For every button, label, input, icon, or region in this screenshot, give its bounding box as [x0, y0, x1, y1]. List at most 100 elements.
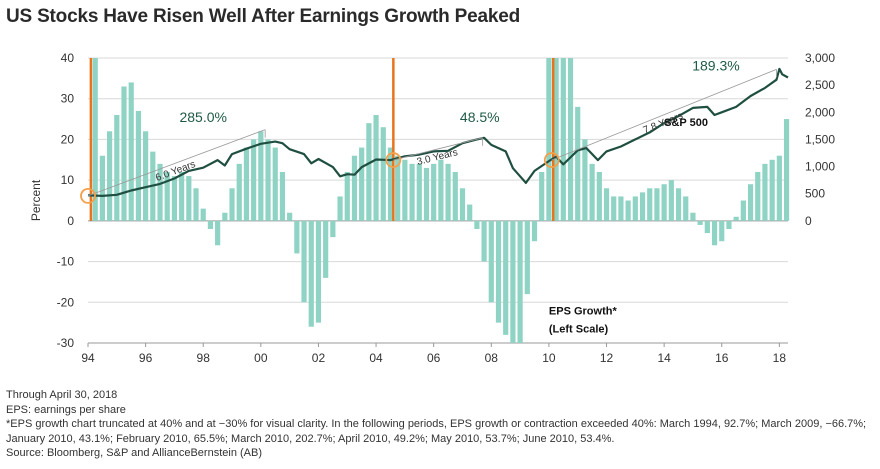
left-tick-label: 20 [61, 132, 75, 146]
eps-growth-bar [107, 131, 113, 221]
eps-growth-bar [351, 155, 358, 221]
eps-growth-bar [546, 58, 552, 221]
eps-growth-bar [675, 188, 682, 221]
eps-growth-bar [157, 163, 163, 221]
x-tick-label: 98 [197, 351, 211, 365]
eps-growth-bar [719, 220, 725, 242]
eps-growth-bar [531, 220, 538, 242]
eps-growth-bar [697, 220, 703, 225]
right-tick-label: 1,000 [805, 160, 835, 174]
eps-growth-bar [279, 172, 286, 221]
eps-growth-bar [589, 163, 595, 221]
eps-growth-bar [495, 220, 502, 323]
eps-growth-bar [560, 58, 566, 221]
eps-growth-bar [452, 172, 458, 221]
eps-growth-bar [128, 82, 134, 221]
eps-growth-bar [207, 220, 214, 229]
left-tick-label: -10 [57, 255, 75, 269]
eps-growth-bar [92, 58, 98, 221]
eps-growth-bar [611, 196, 617, 221]
x-tick-label: 12 [600, 351, 614, 365]
right-tick-label: 2,000 [805, 105, 835, 119]
eps-growth-bar [740, 200, 746, 221]
eps-growth-bar [618, 196, 624, 221]
eps-growth-bar [524, 220, 530, 295]
eps-growth-bar [294, 220, 300, 254]
eps-growth-bar [258, 131, 264, 221]
eps-growth-bar [402, 159, 408, 221]
eps-growth-bar [366, 123, 372, 221]
eps-growth-bar [395, 155, 401, 221]
left-tick-label: -20 [57, 295, 75, 309]
period-trend-line [87, 129, 266, 197]
eps-growth-bar [301, 220, 307, 303]
eps-growth-bar [582, 139, 588, 221]
eps-sp500-chart: 40 30 20 10 0 -10 -20 -30 3,000 2,500 2,000 1,500 1,… [29, 51, 835, 365]
eps-growth-bar [747, 184, 754, 221]
note-date: Through April 30, 2018 [6, 389, 118, 401]
left-tick-label: 40 [61, 51, 75, 65]
peak-circle [80, 187, 96, 204]
eps-growth-bar [330, 220, 336, 238]
x-tick-label: 16 [715, 351, 729, 365]
x-tick-label: 06 [427, 351, 441, 365]
eps-growth-bar [481, 220, 487, 262]
eps-growth-bar [445, 163, 451, 221]
left-tick-label: 0 [67, 214, 74, 228]
eps-growth-bar [215, 220, 221, 246]
x-tick-label: 96 [139, 351, 153, 365]
eps-growth-bar [668, 180, 674, 221]
eps-growth-bar [114, 115, 120, 221]
eps-growth-bar [567, 58, 574, 221]
eps-growth-bar [143, 131, 149, 221]
sp500-label: S&P 500 [664, 117, 708, 129]
eps-growth-bar [409, 163, 415, 221]
eps-growth-bar [315, 220, 322, 323]
eps-growth-bar [308, 220, 314, 327]
right-tick-label: 3,000 [805, 51, 835, 65]
y-axis-label: Percent [29, 179, 43, 221]
eps-label-scale: (Left Scale) [549, 323, 609, 335]
eps-growth-bar [236, 163, 242, 221]
gain-label: 189.3% [692, 57, 739, 73]
eps-growth-bar [387, 147, 394, 221]
eps-growth-bar [222, 212, 228, 221]
eps-growth-bar [553, 58, 559, 221]
eps-growth-bar [229, 188, 235, 221]
left-tick-label: -30 [57, 336, 75, 350]
eps-growth-bar [733, 216, 739, 221]
eps-growth-bar [711, 220, 718, 246]
x-tick-label: 02 [312, 351, 326, 365]
eps-growth-bar [596, 172, 602, 221]
eps-growth-bar [431, 163, 437, 221]
eps-growth-bar [200, 208, 206, 221]
x-tick-label: 94 [81, 351, 95, 365]
x-tick-label: 14 [657, 351, 671, 365]
eps-growth-bar [488, 220, 494, 303]
eps-growth-bar [265, 139, 271, 221]
note-truncation: *EPS growth chart truncated at 40% and a… [6, 418, 867, 445]
eps-growth-bar [99, 155, 105, 221]
chart-title: US Stocks Have Risen Well After Earnings… [6, 6, 520, 27]
note-source: Source: Bloomberg, S&P and AllianceBerns… [6, 447, 262, 459]
eps-growth-bar [323, 220, 329, 278]
eps-growth-bar [243, 147, 250, 221]
eps-growth-bar [380, 127, 386, 221]
eps-growth-bar [344, 172, 350, 221]
sp500-line [87, 67, 789, 197]
eps-growth-bar [438, 159, 444, 221]
eps-growth-bar [474, 220, 480, 229]
eps-growth-bar [359, 147, 365, 221]
gain-label: 48.5% [460, 109, 500, 125]
eps-growth-bar [193, 188, 199, 221]
x-tick-label: 08 [485, 351, 499, 365]
eps-growth-bar [287, 212, 293, 221]
eps-growth-bar [135, 110, 142, 221]
right-tick-label: 0 [805, 214, 812, 228]
period-trend-line [393, 137, 483, 161]
footnotes: Through April 30, 2018 EPS: earnings per… [6, 388, 872, 461]
eps-growth-bar [755, 172, 761, 221]
eps-growth-bar [251, 139, 257, 221]
right-tick-label: 2,500 [805, 78, 835, 92]
eps-growth-bar [517, 220, 523, 343]
